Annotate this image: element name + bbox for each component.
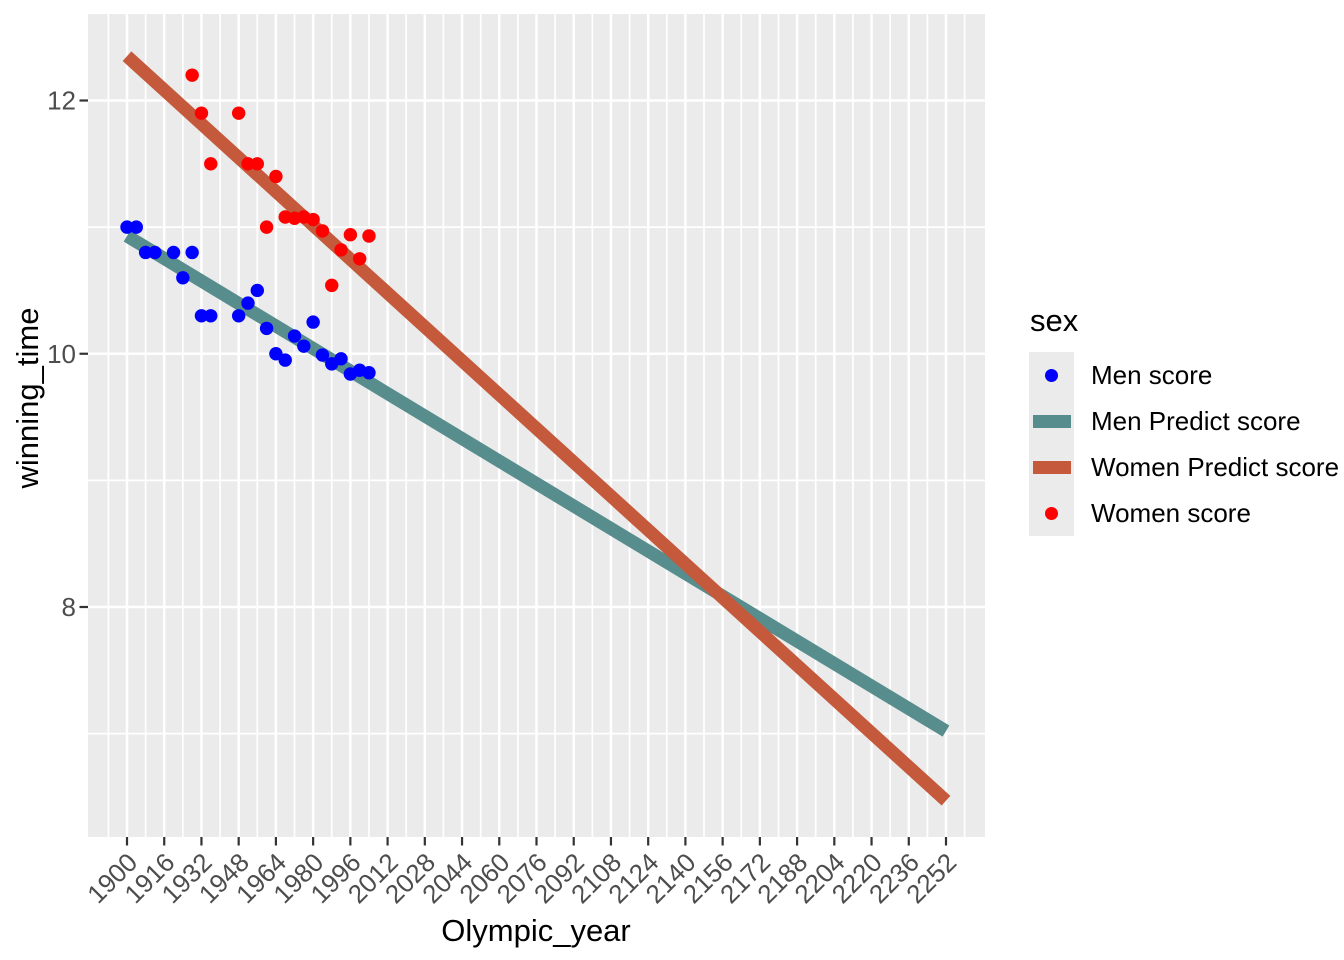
legend-key-men-score: [1029, 352, 1074, 398]
legend-key-men-predict-score: [1029, 398, 1074, 444]
men-score-point: [204, 309, 218, 323]
men-score-point: [287, 329, 302, 343]
legend-entry-men-score: Men score: [1029, 352, 1339, 398]
men-score-point: [120, 220, 134, 234]
legend-title: sex: [1030, 303, 1079, 338]
men-score-point: [231, 309, 246, 323]
women-score-point: [250, 157, 264, 171]
men-score-point: [259, 321, 274, 336]
women-score-point: [241, 157, 255, 171]
women-predict-score-line: [122, 51, 951, 806]
men-score-point: [194, 309, 209, 323]
legend-label-women-predict-score: Women Predict score: [1091, 451, 1340, 482]
women-score-point: [315, 224, 330, 238]
men-predict-line-icon: [1032, 414, 1071, 428]
men-score-point: [278, 353, 292, 367]
men-score-point: [297, 339, 311, 353]
men-score-point-icon: [1045, 368, 1058, 382]
men-score-point: [315, 348, 330, 362]
y-tick-label: 8: [62, 592, 76, 622]
y-tick-label: 10: [47, 339, 76, 369]
women-score-point: [343, 228, 358, 242]
women-score-point: [194, 106, 209, 120]
legend-label-men-score: Men score: [1091, 359, 1213, 390]
men-score-point: [241, 296, 255, 310]
women-score-point: [352, 252, 367, 266]
men-score-point: [334, 352, 348, 366]
women-score-point: [185, 68, 199, 82]
men-score-point: [138, 245, 153, 260]
men-score-point: [250, 283, 264, 298]
y-axis-title: winning_time: [10, 307, 45, 489]
men-score-point: [166, 245, 181, 260]
men-score-point: [176, 271, 190, 285]
women-score-point: [362, 229, 376, 243]
men-predict-score-line: [123, 230, 950, 737]
legend-key-women-predict-score: [1029, 444, 1074, 490]
men-score-point: [362, 366, 376, 380]
women-predict-line-icon: [1032, 460, 1071, 474]
women-score-point: [204, 157, 218, 171]
legend-label-women-score: Women score: [1091, 497, 1251, 528]
women-score-point: [259, 220, 274, 234]
men-score-point: [129, 220, 144, 234]
women-score-point: [306, 212, 320, 227]
women-score-point: [231, 106, 246, 120]
women-score-point: [334, 243, 348, 257]
men-score-point: [148, 245, 162, 260]
legend-label-men-predict-score: Men Predict score: [1091, 405, 1301, 436]
women-score-point: [269, 169, 283, 184]
men-score-point: [306, 315, 320, 329]
legend: sex Men score Men Predict score Women Pr…: [1029, 303, 1339, 536]
legend-entry-women-score: Women score: [1029, 490, 1339, 536]
x-axis-title: Olympic_year: [441, 913, 631, 948]
men-score-point: [185, 245, 199, 260]
legend-entry-women-predict-score: Women Predict score: [1029, 444, 1339, 490]
women-score-point-icon: [1045, 506, 1058, 520]
legend-entries: Men score Men Predict score Women Predic…: [1029, 352, 1339, 536]
y-tick-label: 12: [47, 86, 76, 116]
legend-entry-men-predict-score: Men Predict score: [1029, 398, 1339, 444]
women-score-point: [325, 278, 339, 293]
legend-key-women-score: [1029, 490, 1074, 536]
